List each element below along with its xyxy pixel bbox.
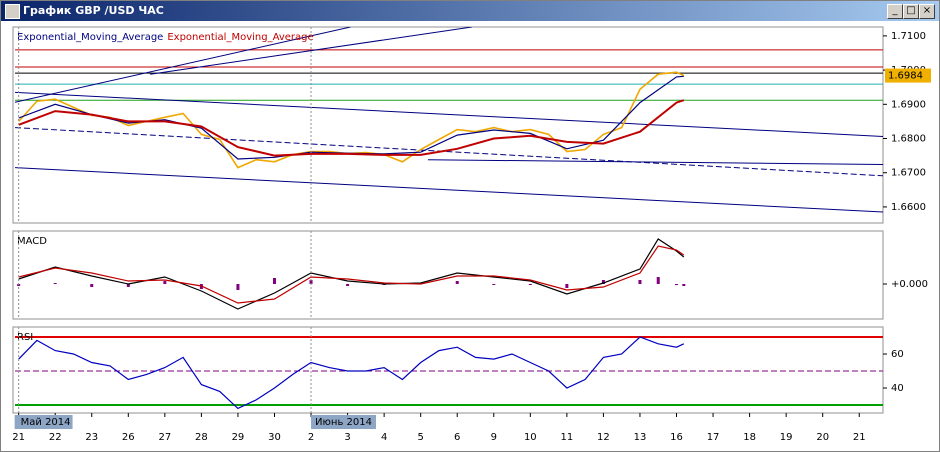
title-bar: График GBP /USD ЧАС _ □ × [1, 1, 939, 21]
histogram-bar [601, 280, 605, 284]
y-tick-label: 60 [891, 349, 904, 360]
period-label: Июнь 2014 [315, 417, 372, 428]
y-tick-label: 1.7100 [891, 31, 926, 42]
panel [14, 27, 883, 213]
histogram-bar [126, 284, 130, 287]
y-tick-label: 1.6700 [891, 168, 926, 179]
trend-line [14, 127, 883, 177]
panel [17, 238, 686, 310]
series-line [18, 245, 685, 304]
histogram-bar [90, 284, 94, 287]
x-tick-label: 2 [308, 432, 314, 443]
histogram-bar [638, 280, 642, 284]
x-tick-label: 18 [743, 432, 756, 443]
x-tick-label: 29 [232, 432, 245, 443]
x-tick-label: 10 [524, 432, 537, 443]
histogram-bar [346, 284, 350, 286]
minimize-button[interactable]: _ [887, 4, 903, 19]
panel-title: MACD [17, 236, 47, 247]
histogram-bar [455, 281, 459, 284]
histogram-bar [656, 277, 660, 284]
series-line [18, 336, 685, 410]
x-tick-label: 11 [560, 432, 573, 443]
x-tick-label: 16 [670, 432, 683, 443]
histogram-bar [675, 284, 679, 285]
x-tick-label: 9 [491, 432, 497, 443]
histogram-bar [492, 284, 496, 285]
x-tick-label: 22 [49, 432, 62, 443]
x-tick-label: 17 [707, 432, 720, 443]
x-tick-label: 6 [454, 432, 460, 443]
histogram-bar [163, 281, 167, 284]
x-tick-label: 30 [268, 432, 281, 443]
histogram-bar [565, 284, 569, 288]
panel [15, 336, 883, 410]
x-tick-label: 19 [780, 432, 793, 443]
x-tick-label: 21 [12, 432, 25, 443]
x-tick-label: 13 [634, 432, 647, 443]
trend-line [14, 91, 883, 137]
period-label-box [311, 415, 377, 429]
trend-line [150, 27, 472, 75]
y-tick-label: 1.6600 [891, 202, 926, 213]
x-tick-label: 21 [853, 432, 866, 443]
x-tick-label: 20 [816, 432, 829, 443]
x-tick-label: 27 [158, 432, 171, 443]
y-tick-label: 1.6900 [891, 99, 926, 110]
legend: RSI [17, 332, 33, 343]
period-label: Май 2014 [21, 417, 71, 428]
x-tick-label: 23 [85, 432, 98, 443]
trend-line [14, 167, 883, 213]
histogram-bar [53, 283, 57, 284]
legend-entry: Exponential_Moving_Average [17, 32, 163, 43]
chart: 1.71001.70001.69001.68001.67001.6600Expo… [12, 26, 931, 443]
trend-line [427, 159, 883, 166]
x-tick-label: 12 [597, 432, 610, 443]
x-tick-label: 3 [344, 432, 350, 443]
close-button[interactable]: × [919, 4, 935, 19]
window-title: График GBP /USD ЧАС [23, 4, 164, 17]
series-line [18, 238, 685, 310]
y-tick-label: 1.6800 [891, 134, 926, 145]
panel-frame [12, 26, 884, 224]
x-tick-label: 28 [195, 432, 208, 443]
last-value-label: 1.6984 [888, 71, 923, 82]
maximize-button[interactable]: □ [903, 4, 919, 19]
trend-line [14, 27, 351, 103]
histogram-bar [272, 278, 276, 284]
period-label-box [14, 415, 73, 429]
x-tick-label: 26 [122, 432, 135, 443]
legend: MACD [17, 236, 47, 247]
histogram-bar [682, 284, 686, 286]
legend-entry: Exponential_Moving_Average [167, 32, 313, 43]
legend: Exponential_Moving_Average Exponential_Mo… [17, 32, 314, 43]
last-value-box [885, 68, 931, 83]
histogram-bar [236, 284, 240, 290]
y-tick-label: 40 [891, 383, 904, 394]
x-tick-label: 5 [417, 432, 423, 443]
histogram-bar [309, 280, 313, 284]
panel-title: RSI [17, 332, 33, 343]
x-tick-label: 4 [381, 432, 387, 443]
panel-frame [12, 326, 884, 414]
histogram-bar [528, 284, 532, 285]
series-line [18, 99, 685, 157]
window-icon [5, 4, 20, 19]
y-tick-label: +0.000 [891, 279, 928, 290]
